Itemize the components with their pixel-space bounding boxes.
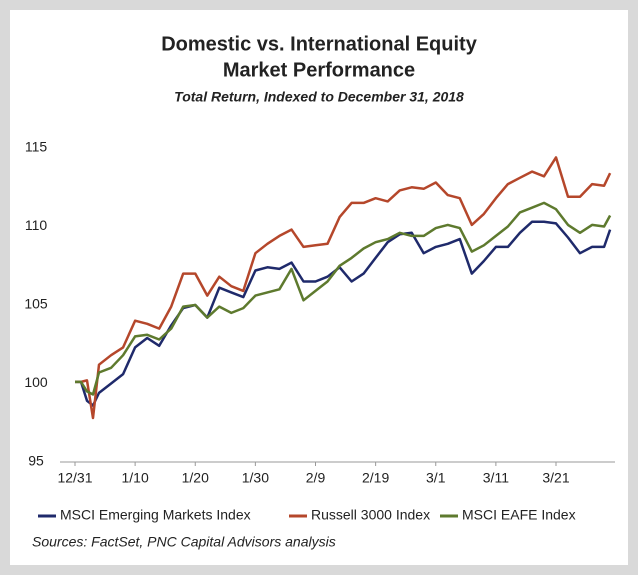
chart-title: Market Performance — [223, 59, 415, 81]
x-tick-label: 3/11 — [483, 470, 509, 486]
x-tick-label: 1/30 — [242, 470, 269, 486]
legend-label: MSCI EAFE Index — [462, 507, 576, 523]
y-tick-label: 110 — [25, 217, 48, 233]
x-tick-label: 12/31 — [57, 470, 92, 486]
legend-label: MSCI Emerging Markets Index — [60, 507, 251, 523]
x-tick-label: 2/19 — [362, 470, 389, 486]
y-tick-label: 100 — [24, 374, 48, 390]
y-tick-label: 105 — [24, 296, 48, 312]
chart-title: Domestic vs. International Equity — [161, 33, 478, 55]
x-tick-label: 2/9 — [306, 470, 326, 486]
x-tick-label: 3/21 — [542, 470, 569, 486]
y-tick-label: 95 — [28, 453, 44, 469]
x-tick-label: 1/20 — [182, 470, 209, 486]
x-tick-label: 1/10 — [122, 470, 149, 486]
x-tick-label: 3/1 — [426, 470, 446, 486]
y-tick-label: 115 — [25, 139, 48, 155]
series-line — [75, 156, 612, 420]
source: Sources: FactSet, PNC Capital Advisors a… — [32, 534, 336, 550]
series-line — [75, 201, 612, 396]
legend-label: Russell 3000 Index — [311, 507, 430, 523]
chart-subtitle: Total Return, Indexed to December 31, 20… — [174, 89, 464, 105]
